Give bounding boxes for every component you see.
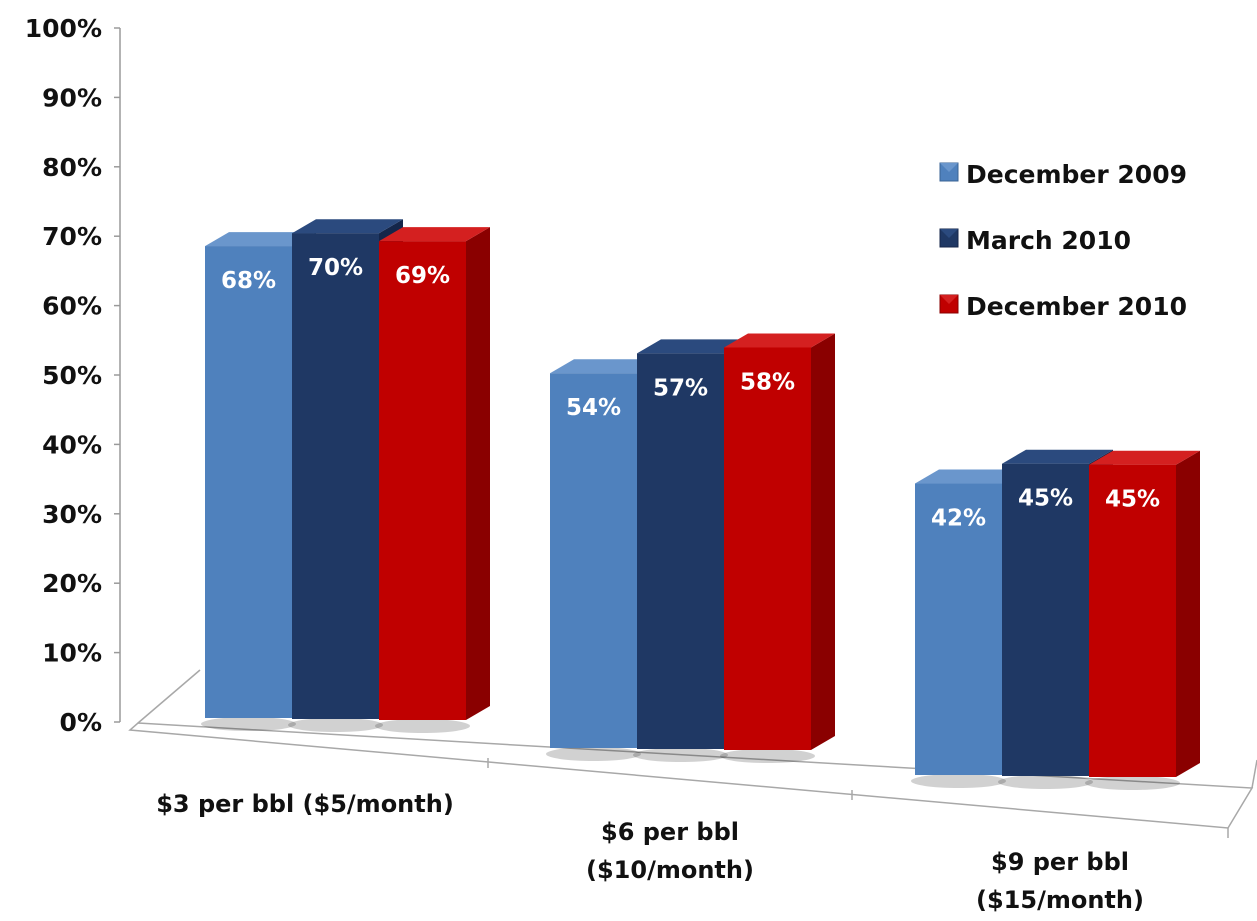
bar — [205, 246, 292, 718]
bar-top — [292, 219, 403, 234]
data-label: 58% — [740, 369, 795, 395]
bar-side — [466, 227, 490, 720]
data-label: 70% — [308, 255, 363, 281]
axis-layer: 0% 10% 20% 30% 40% 50% 60% 70% 80% 90% 100% — [25, 14, 1257, 838]
legend-label: December 2009 — [966, 160, 1187, 189]
y-tick-label: 0% — [60, 708, 102, 737]
category-label: $9 per bbl — [991, 848, 1129, 876]
bar — [915, 483, 1002, 775]
bar — [379, 241, 466, 720]
y-tick-label: 40% — [42, 430, 102, 459]
legend-swatch-highlight — [940, 229, 958, 238]
bar — [724, 347, 811, 750]
data-label: 54% — [566, 395, 621, 421]
legend-swatch-highlight — [940, 295, 958, 304]
floor-back-left-edge — [137, 669, 201, 724]
bar-top — [379, 227, 490, 242]
bar-side — [811, 333, 835, 750]
bar-top — [205, 232, 316, 247]
y-tick-label: 30% — [42, 500, 102, 529]
data-label: 45% — [1105, 487, 1160, 513]
bar-shadow — [998, 775, 1093, 789]
y-tick-label: 60% — [42, 292, 102, 321]
legend: December 2009 March 2010 December 2010 — [939, 160, 1187, 321]
category-label: ($15/month) — [976, 886, 1144, 914]
data-label: 68% — [221, 268, 276, 294]
bar-top — [724, 333, 835, 348]
bar-shadow — [201, 717, 296, 731]
legend-swatch-highlight — [940, 163, 958, 172]
data-label: 57% — [653, 375, 708, 401]
legend-label: December 2010 — [966, 292, 1187, 321]
y-tick-label: 50% — [42, 361, 102, 390]
bar — [1002, 463, 1089, 776]
category-label: ($10/month) — [586, 856, 754, 884]
bar — [1089, 464, 1176, 777]
bar-top — [1002, 449, 1113, 464]
category-label: $6 per bbl — [601, 818, 739, 846]
bar-shadow — [633, 748, 728, 762]
y-tick-label: 90% — [42, 83, 102, 112]
bar-side — [1176, 450, 1200, 777]
bar-shadow — [911, 774, 1006, 788]
category-label: $3 per bbl ($5/month) — [156, 790, 454, 818]
bar-shadow — [288, 718, 383, 732]
bar-shadow — [1085, 776, 1180, 790]
y-tick-label: 80% — [42, 153, 102, 182]
bar-top — [915, 469, 1026, 484]
legend-label: March 2010 — [966, 226, 1131, 255]
bar-top — [550, 359, 661, 374]
data-label: 42% — [931, 506, 986, 532]
bar-layer — [201, 219, 1200, 790]
y-tick-label: 10% — [42, 639, 102, 668]
y-tick-label: 70% — [42, 222, 102, 251]
label-layer: 68% 54% 42% 70% 57% 45% 69% 58% 45% $3 per bbl ($… — [156, 255, 1160, 914]
bar-shadow — [720, 749, 815, 763]
bar-shadow — [546, 747, 641, 761]
bar — [550, 373, 637, 748]
bar-shadow — [375, 719, 470, 733]
bar-top — [1089, 450, 1200, 465]
data-label: 69% — [395, 263, 450, 289]
bar — [292, 233, 379, 719]
data-label: 45% — [1018, 486, 1073, 512]
bar — [637, 353, 724, 749]
y-tick-label: 20% — [42, 569, 102, 598]
bar-top — [637, 339, 748, 354]
floor-back-right-edge — [1251, 759, 1257, 789]
y-tick-label: 100% — [25, 14, 102, 43]
